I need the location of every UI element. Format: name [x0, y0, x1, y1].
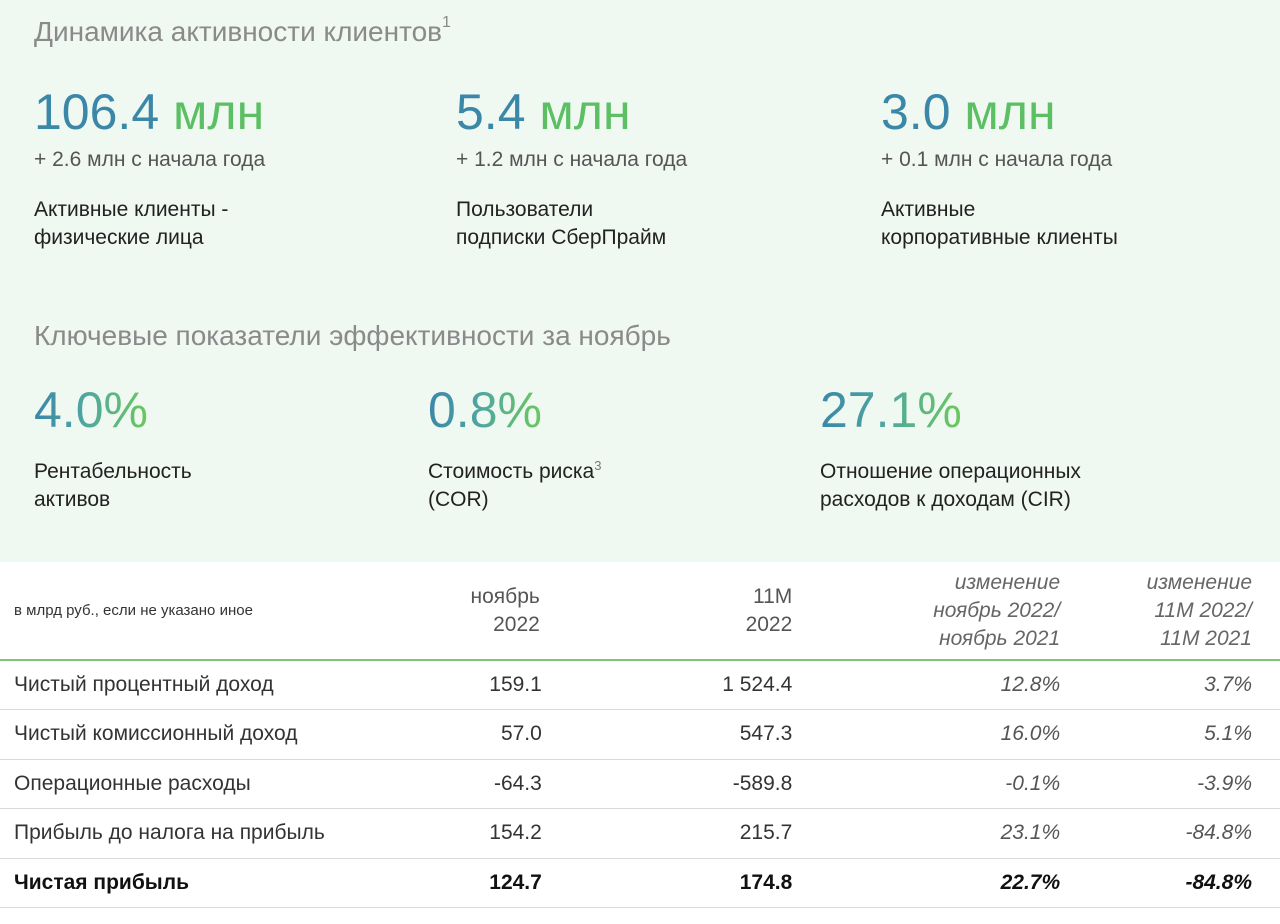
metric-number: 3.0	[881, 84, 951, 140]
metric-number: 5.4	[456, 84, 526, 140]
metric-sberprime-users: 5.4 млн + 1.2 млн с начала года Пользова…	[456, 84, 687, 252]
cell-11m: 547.3	[541, 709, 793, 760]
summary-panel: Динамика активности клиентов1 106.4 млн …	[0, 0, 1280, 562]
cell-change-nov: 12.8%	[792, 660, 1061, 710]
cell-11m: 174.8	[541, 858, 793, 908]
cell-11m: -589.8	[541, 759, 793, 809]
cell-11m: 1 524.4	[541, 660, 793, 710]
cell-change-11m: 3.7%	[1060, 660, 1280, 710]
metric-label-line2: физические лица	[34, 226, 204, 249]
metric-roa: 4.0% Рентабельность активов	[34, 382, 192, 514]
clients-title-text: Динамика активности клиентов	[34, 16, 443, 47]
row-name: Чистая прибыль	[0, 858, 389, 908]
metric-cor: 0.8% Стоимость риска3 (COR)	[428, 382, 601, 514]
header-nov-2022: ноябрь 2022	[388, 562, 542, 661]
footnote-marker: 1	[442, 13, 451, 31]
header-line: 11M	[753, 584, 793, 608]
metric-label-line1: Отношение операционных	[820, 460, 1081, 483]
metric-label: Отношение операционных расходов к доходам…	[820, 458, 1081, 514]
header-line: 11M 2021	[1160, 626, 1252, 650]
metric-value: 5.4 млн	[456, 84, 687, 140]
metric-label: Пользователи подписки СберПрайм	[456, 196, 687, 252]
metric-label-line1: Активные клиенты -	[34, 198, 229, 221]
row-name: Чистый комиссионный доход	[0, 709, 389, 760]
metric-label-line2: расходов к доходам (CIR)	[820, 488, 1071, 511]
metric-label-line2: подписки СберПрайм	[456, 226, 667, 249]
cell-nov: 124.7	[388, 858, 542, 908]
metric-label-line1: Стоимость риска	[428, 460, 595, 483]
metric-delta: + 2.6 млн с начала года	[34, 148, 266, 171]
efficiency-section-title: Ключевые показатели эффективности за ноя…	[34, 320, 671, 351]
header-line: изменение	[1146, 570, 1252, 594]
cell-nov: 57.0	[388, 709, 542, 760]
header-change-nov: изменение ноябрь 2022/ноябрь 2021	[792, 562, 1061, 661]
metric-delta: + 1.2 млн с начала года	[456, 148, 688, 171]
metric-label: Активные клиенты - физические лица	[34, 196, 265, 252]
table-row: Прибыль до налога на прибыль 154.2 215.7…	[0, 808, 1280, 859]
cell-change-nov: 23.1%	[792, 808, 1061, 859]
metric-delta: + 0.1 млн с начала года	[881, 148, 1113, 171]
metric-unit: млн	[539, 84, 631, 140]
header-line: ноябрь 2021	[939, 626, 1061, 650]
metric-label-line2: активов	[34, 488, 111, 511]
cell-change-11m: -84.8%	[1060, 808, 1280, 859]
row-name: Операционные расходы	[0, 759, 389, 809]
metric-label-line2: корпоративные клиенты	[881, 226, 1118, 249]
footnote-marker: 3	[594, 458, 602, 473]
table-row: Чистый комиссионный доход 57.0 547.3 16.…	[0, 709, 1280, 760]
header-change-11m: изменение 11M 2022/11M 2021	[1060, 562, 1280, 661]
metric-label: Рентабельность активов	[34, 458, 192, 514]
metric-value: 4.0%	[34, 382, 148, 438]
metric-label-line1: Активные	[881, 198, 976, 221]
metric-number: 106.4	[34, 84, 160, 140]
metric-label-line1: Рентабельность	[34, 460, 192, 483]
row-name: Чистый процентный доход	[0, 660, 389, 710]
header-line: ноябрь 2022/	[933, 598, 1061, 622]
cell-nov: 159.1	[388, 660, 542, 710]
metric-cir: 27.1% Отношение операционных расходов к д…	[820, 382, 1081, 514]
header-line: 2022	[745, 612, 793, 636]
metric-value: 106.4 млн	[34, 84, 265, 140]
metric-label: Активные корпоративные клиенты	[881, 196, 1118, 252]
metric-value: 0.8%	[428, 382, 542, 438]
table-row: Чистый процентный доход 159.1 1 524.4 12…	[0, 660, 1280, 710]
header-line: 2022	[493, 612, 540, 636]
header-line: изменение	[954, 570, 1061, 594]
header-11m-2022: 11M 2022	[541, 562, 793, 661]
metric-unit: млн	[173, 84, 265, 140]
cell-change-nov: 22.7%	[792, 858, 1061, 908]
metric-value: 27.1%	[820, 382, 962, 438]
table-row: Операционные расходы -64.3 -589.8 -0.1% …	[0, 759, 1280, 809]
cell-change-11m: -3.9%	[1060, 759, 1280, 809]
cell-nov: 154.2	[388, 808, 542, 859]
cell-change-11m: 5.1%	[1060, 709, 1280, 760]
row-name: Прибыль до налога на прибыль	[0, 808, 389, 859]
cell-change-nov: -0.1%	[792, 759, 1061, 809]
financial-results-table: в млрд руб., если не указано иное ноябрь…	[0, 562, 1280, 908]
cell-11m: 215.7	[541, 808, 793, 859]
metric-unit: млн	[964, 84, 1056, 140]
metric-label: Стоимость риска3 (COR)	[428, 458, 601, 514]
metric-label-line2: (COR)	[428, 488, 489, 511]
metric-label-line1: Пользователи	[456, 198, 594, 221]
header-line: ноябрь	[470, 584, 540, 608]
table-header-row: в млрд руб., если не указано иное ноябрь…	[0, 562, 1280, 661]
cell-change-11m: -84.8%	[1060, 858, 1280, 908]
cell-change-nov: 16.0%	[792, 709, 1061, 760]
metric-active-individuals: 106.4 млн + 2.6 млн с начала года Активн…	[34, 84, 265, 252]
metric-value: 3.0 млн	[881, 84, 1118, 140]
table-row-total: Чистая прибыль 124.7 174.8 22.7% -84.8%	[0, 858, 1280, 908]
header-line: 11M 2022/	[1154, 598, 1252, 622]
metric-corporate-clients: 3.0 млн + 0.1 млн с начала года Активные…	[881, 84, 1118, 252]
cell-nov: -64.3	[388, 759, 542, 809]
clients-section-title: Динамика активности клиентов1	[34, 13, 451, 48]
units-note: в млрд руб., если не указано иное	[0, 562, 389, 661]
